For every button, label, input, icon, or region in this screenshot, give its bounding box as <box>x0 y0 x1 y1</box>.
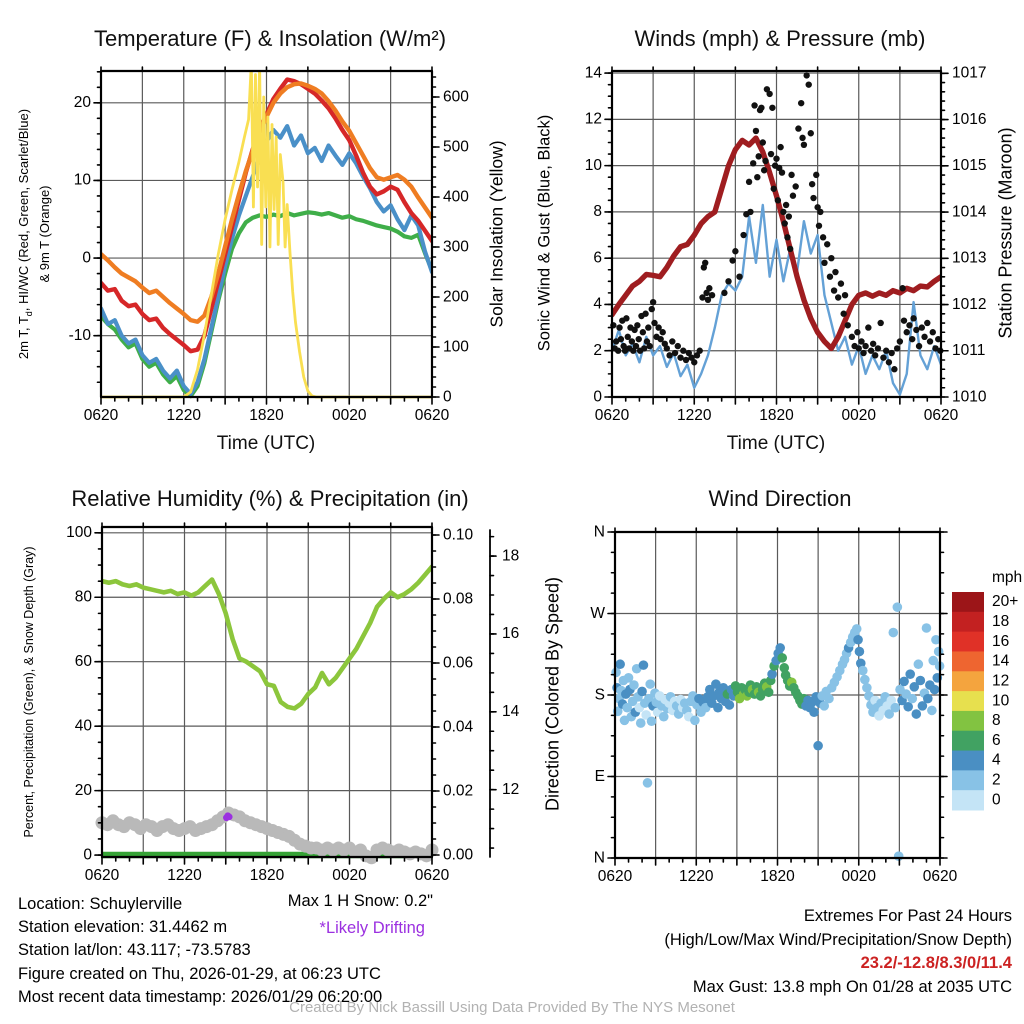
chart-title-winds: Winds (mph) & Pressure (mb) <box>634 26 926 51</box>
y-axis-label-temperature-left: 2m T, Td, HI/WC (Red, Green, Scarlet/Blu… <box>16 109 52 359</box>
station-latlon: Station lat/lon: 43.117; -73.5783 <box>18 941 251 960</box>
extremes-title: Extremes For Past 24 Hours <box>803 907 1012 925</box>
x-axis-label-temperature: Time (UTC) <box>216 433 316 454</box>
chart-title-wind-direction: Wind Direction <box>708 486 852 511</box>
extremes-max-gust: Max Gust: 13.8 mph On 01/28 at 2035 UTC <box>692 977 1012 996</box>
extremes-block: Extremes For Past 24 Hours (High/Low/Max… <box>664 905 1012 999</box>
extremes-subtitle: (High/Low/Max Wind/Precipitation/Snow De… <box>664 930 1012 949</box>
max-snow-note: Max 1 H Snow: 0.2" <box>287 892 433 910</box>
data-timestamp: Most recent data timestamp: 2026/01/29 0… <box>18 987 383 1006</box>
x-axis-label-winds: Time (UTC) <box>726 433 826 454</box>
extremes-values: 23.2/-12.8/8.3/0/11.4 <box>860 954 1012 972</box>
temp-ylabel-line2: & 9m T (Orange) <box>36 185 52 283</box>
credit-line: Created By Nick Bassill Using Data Provi… <box>289 999 735 1016</box>
y-axis-label-sonic-wind: Sonic Wind & Gust (Blue, Black) <box>535 114 554 352</box>
y-axis-label-direction: Direction (Colored By Speed) <box>542 576 563 812</box>
station-elevation: Station elevation: 31.4462 m <box>18 918 228 937</box>
y-axis-label-pressure: Station Pressure (Maroon) <box>995 127 1016 339</box>
y-axis-label-percent: Percent, Precipitation (Green), & Snow D… <box>22 546 36 838</box>
temp-ylabel-sub: d <box>23 311 34 317</box>
station-location: Location: Schuylerville <box>18 895 183 913</box>
chart-title-humidity: Relative Humidity (%) & Precipitation (i… <box>71 486 469 511</box>
temp-ylabel-part2: , HI/WC (Red, Green, Scarlet/Blue) <box>16 108 32 312</box>
station-info: Location: Schuylerville Station elevatio… <box>18 893 382 1009</box>
chart-title-temperature: Temperature (F) & Insolation (W/m²) <box>93 26 447 51</box>
figure-created: Figure created on Thu, 2026-01-29, at 06… <box>18 964 381 983</box>
drifting-note: *Likely Drifting <box>319 919 425 937</box>
y-axis-label-insolation: Solar Insolation (Yellow) <box>486 140 507 328</box>
temp-ylabel-part1: 2m T, T <box>16 316 32 360</box>
